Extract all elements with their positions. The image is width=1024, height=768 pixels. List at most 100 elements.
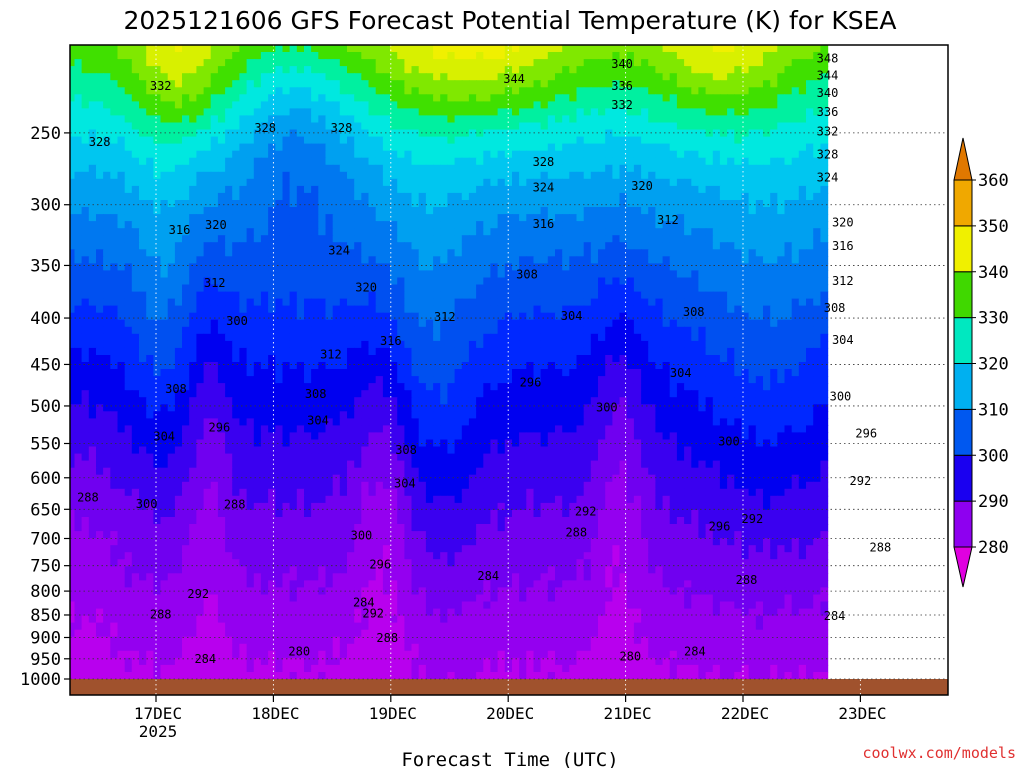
field-cell: [569, 157, 578, 166]
field-cell: [490, 200, 499, 208]
field-cell: [361, 263, 370, 271]
field-cell: [282, 291, 291, 300]
field-cell: [454, 298, 463, 307]
field-cell: [719, 347, 728, 356]
field-cell: [562, 263, 570, 271]
field-cell: [440, 185, 448, 194]
field-cell: [497, 115, 506, 123]
field-cell: [390, 122, 398, 131]
field-cell: [655, 192, 664, 201]
field-cell: [96, 355, 104, 363]
field-cell: [311, 369, 319, 377]
field-cell: [763, 214, 771, 222]
field-cell: [124, 207, 133, 215]
field-cell: [684, 312, 692, 321]
field-cell: [382, 270, 391, 278]
field-cell: [562, 312, 570, 321]
field-cell: [583, 207, 592, 215]
field-cell: [124, 298, 133, 307]
field-cell: [239, 319, 248, 328]
field-cell: [555, 319, 563, 328]
field-cell: [669, 171, 678, 180]
field-cell: [633, 263, 642, 271]
field-cell: [375, 242, 384, 250]
field-cell: [397, 66, 405, 74]
field-cell: [275, 340, 284, 349]
field-cell: [569, 284, 578, 293]
field-cell: [526, 136, 535, 145]
field-cell: [81, 73, 90, 81]
field-cell: [490, 171, 499, 180]
field-cell: [648, 200, 656, 208]
field-cell: [719, 122, 728, 131]
field-cell: [770, 115, 778, 123]
field-cell: [282, 122, 291, 131]
field-cell: [174, 221, 183, 229]
field-cell: [131, 214, 140, 222]
field-cell: [225, 362, 233, 370]
field-cell: [648, 101, 656, 109]
field-cell: [447, 326, 456, 335]
field-cell: [562, 59, 570, 67]
field-cell: [777, 207, 786, 215]
field-cell: [691, 101, 700, 109]
field-cell: [411, 101, 420, 109]
field-cell: [282, 214, 291, 222]
field-cell: [784, 136, 793, 145]
field-cell: [468, 235, 477, 243]
field-cell: [282, 270, 291, 278]
field-cell: [569, 108, 578, 116]
field-cell: [605, 80, 613, 88]
field-cell: [727, 101, 735, 109]
field-cell: [483, 284, 492, 293]
field-cell: [719, 284, 728, 293]
field-cell: [210, 192, 219, 201]
field-cell: [304, 355, 312, 363]
field-cell: [533, 333, 542, 342]
field-cell: [763, 298, 771, 307]
field-cell: [626, 333, 635, 342]
field-cell: [497, 214, 506, 222]
field-cell: [103, 221, 111, 229]
field-cell: [110, 136, 119, 145]
field-cell: [583, 150, 592, 159]
field-cell: [598, 347, 606, 356]
field-cell: [784, 270, 793, 278]
field-cell: [318, 122, 327, 131]
field-cell: [468, 66, 477, 74]
field-cell: [203, 115, 212, 123]
field-cell: [289, 369, 298, 377]
field-cell: [569, 270, 578, 278]
field-cell: [361, 59, 370, 67]
field-cell: [447, 347, 456, 356]
field-cell: [483, 52, 492, 60]
field-cell: [777, 312, 786, 321]
field-cell: [755, 270, 764, 278]
field-cell: [296, 298, 305, 307]
field-cell: [655, 263, 664, 271]
field-cell: [476, 150, 484, 159]
field-cell: [648, 256, 656, 264]
field-cell: [433, 369, 441, 377]
field-cell: [605, 101, 613, 109]
field-cell: [748, 157, 757, 166]
field-cell: [648, 270, 656, 278]
field-cell: [583, 200, 592, 208]
field-cell: [354, 263, 362, 271]
field-cell: [339, 284, 348, 293]
field-cell: [820, 312, 829, 321]
field-cell: [590, 66, 599, 74]
field-cell: [361, 347, 370, 356]
field-cell: [433, 207, 441, 215]
field-cell: [540, 157, 549, 166]
field-cell: [519, 59, 527, 67]
field-cell: [626, 291, 635, 300]
field-cell: [705, 101, 714, 109]
field-cell: [433, 192, 441, 201]
field-cell: [268, 178, 276, 187]
field-cell: [748, 326, 757, 335]
field-cell: [583, 115, 592, 123]
field-cell: [619, 277, 628, 286]
field-cell: [117, 235, 126, 243]
field-cell: [217, 298, 226, 307]
